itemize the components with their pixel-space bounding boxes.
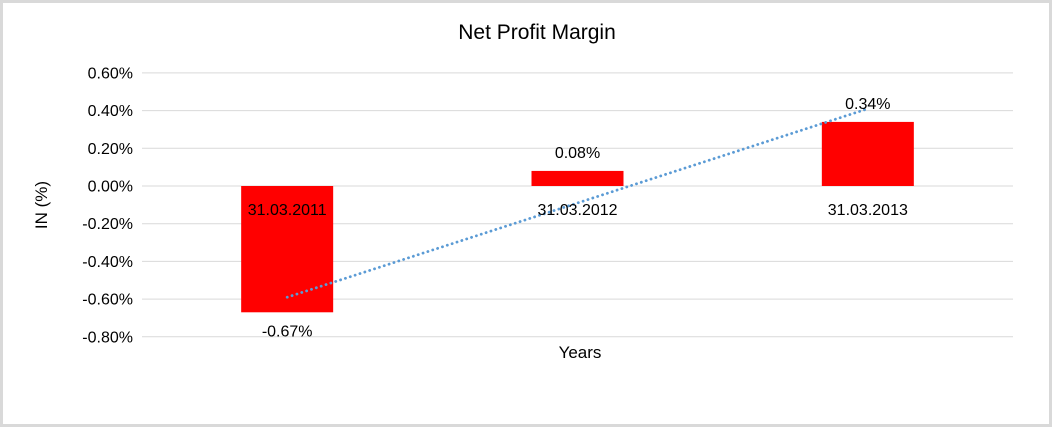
data-label: -0.67% <box>262 323 313 340</box>
y-tick-label: 0.20% <box>88 141 133 158</box>
bar-series <box>241 121 914 313</box>
data-labels: -0.67% 0.08% 0.34% <box>262 96 891 340</box>
bar-31.03.2011 <box>241 186 334 313</box>
y-tick-label: 0.00% <box>88 179 133 196</box>
y-axis-tick-labels: 0.60% 0.40% 0.20% 0.00% -0.20% -0.40% -0.60% -0… <box>82 65 133 346</box>
trendline-group <box>285 107 870 299</box>
data-label: 0.34% <box>845 96 890 113</box>
chart-title: Net Profit Margin <box>458 21 616 44</box>
y-tick-label: -0.60% <box>82 292 133 309</box>
data-label: 0.08% <box>555 145 600 162</box>
trendline <box>285 107 870 299</box>
x-axis-category-labels: 31.03.2011 31.03.2012 31.03.2013 <box>248 202 908 219</box>
y-tick-label: 0.60% <box>88 65 133 82</box>
y-tick-label: -0.40% <box>82 254 133 271</box>
y-axis-title: IN (%) <box>32 181 51 229</box>
y-tick-label: 0.40% <box>88 103 133 120</box>
category-label: 31.03.2012 <box>537 202 617 219</box>
y-tick-label: -0.80% <box>82 329 133 346</box>
category-label: 31.03.2011 <box>248 202 327 219</box>
x-axis-title: Years <box>559 343 602 362</box>
bar-31.03.2012 <box>531 170 624 186</box>
category-label: 31.03.2013 <box>828 202 908 219</box>
y-tick-label: -0.20% <box>82 216 133 233</box>
bar-31.03.2013 <box>821 121 914 186</box>
